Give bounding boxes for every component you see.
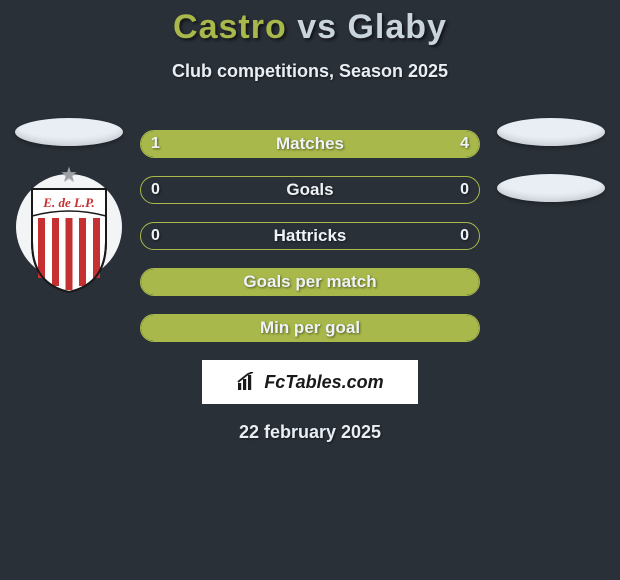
bar-label: Goals (141, 177, 479, 203)
left-column: ★ E. de L.P. (6, 118, 132, 304)
barchart-icon (236, 372, 258, 392)
date-text: 22 february 2025 (0, 422, 620, 443)
right-column (488, 118, 614, 220)
player2-club-placeholder (497, 174, 605, 202)
player1-name: Castro (173, 8, 287, 46)
player1-photo-placeholder (15, 118, 123, 146)
crest-text: E. de L.P. (42, 195, 94, 210)
bar-label: Goals per match (141, 269, 479, 295)
vs-text: vs (297, 8, 337, 46)
fctables-text: FcTables.com (264, 372, 383, 393)
stat-bar-matches: 14Matches (140, 130, 480, 158)
bar-label: Hattricks (141, 223, 479, 249)
fctables-watermark: FcTables.com (202, 360, 418, 404)
bar-label: Matches (141, 131, 479, 157)
player2-photo-placeholder (497, 118, 605, 146)
stat-bar-goals: 00Goals (140, 176, 480, 204)
stat-bar-min-per-goal: Min per goal (140, 314, 480, 342)
stat-bar-goals-per-match: Goals per match (140, 268, 480, 296)
crest-shield-icon: E. de L.P. (27, 184, 111, 294)
stat-bar-hattricks: 00Hattricks (140, 222, 480, 250)
player1-club-crest: ★ E. de L.P. (16, 164, 122, 304)
comparison-title: Castro vs Glaby (0, 0, 620, 47)
subtitle: Club competitions, Season 2025 (0, 61, 620, 82)
bar-label: Min per goal (141, 315, 479, 341)
player2-name: Glaby (347, 8, 446, 46)
comparison-bars: 14Matches 00Goals 00Hattricks Goals per mat… (140, 130, 480, 342)
